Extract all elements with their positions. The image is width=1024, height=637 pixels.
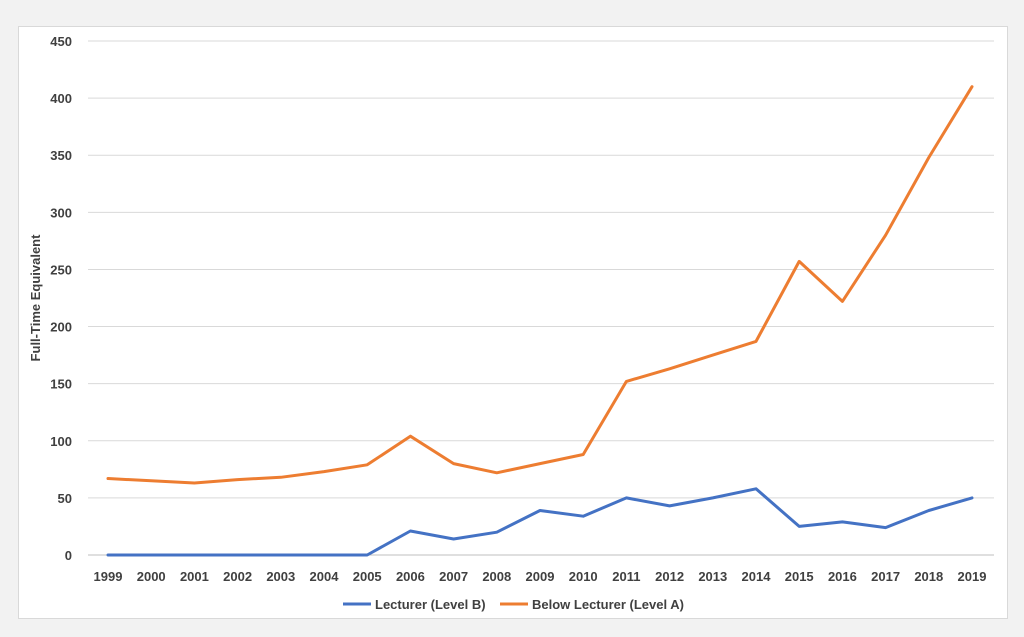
- x-tick-label: 2003: [266, 569, 295, 584]
- y-axis-title: Full-Time Equivalent: [28, 234, 43, 362]
- x-tick-label: 2013: [698, 569, 727, 584]
- legend-label: Lecturer (Level B): [375, 597, 486, 612]
- x-axis-ticks: 1999 2000 2001 2002 2003 2004 2005 2006 2007 2008…: [94, 569, 987, 584]
- x-tick-label: 2007: [439, 569, 468, 584]
- series-lines: [106, 85, 974, 557]
- gridlines: [88, 40, 994, 556]
- x-tick-label: 2011: [612, 569, 640, 584]
- y-tick-label: 350: [50, 148, 72, 163]
- x-tick-label: 2019: [958, 569, 987, 584]
- x-tick-label: 2012: [655, 569, 684, 584]
- x-tick-label: 2008: [482, 569, 511, 584]
- x-tick-label: 2005: [353, 569, 382, 584]
- y-tick-label: 50: [58, 491, 72, 506]
- x-tick-label: 2016: [828, 569, 857, 584]
- y-tick-label: 100: [50, 434, 72, 449]
- x-tick-label: 2006: [396, 569, 425, 584]
- y-tick-label: 200: [50, 320, 72, 335]
- x-tick-label: 1999: [94, 569, 123, 584]
- y-tick-label: 400: [50, 91, 72, 106]
- x-tick-label: 2004: [310, 569, 340, 584]
- series-line-lecturer-level-b: [106, 487, 974, 557]
- x-tick-label: 2018: [914, 569, 943, 584]
- x-tick-label: 2014: [742, 569, 772, 584]
- legend-label: Below Lecturer (Level A): [532, 597, 684, 612]
- y-axis-ticks: 0 50 100 150 200 250 300 350 400 450: [50, 34, 72, 563]
- y-tick-label: 300: [50, 205, 72, 220]
- y-tick-label: 150: [50, 377, 72, 392]
- y-tick-label: 450: [50, 34, 72, 49]
- x-tick-label: 2015: [785, 569, 814, 584]
- y-tick-label: 250: [50, 262, 72, 277]
- chart-frame: [18, 26, 1008, 619]
- x-tick-label: 2017: [871, 569, 900, 584]
- x-tick-label: 2001: [180, 569, 209, 584]
- x-tick-label: 2010: [569, 569, 598, 584]
- y-tick-label: 0: [65, 548, 72, 563]
- x-tick-label: 2000: [137, 569, 166, 584]
- series-line-below-lecturer-level-a: [106, 85, 974, 485]
- x-tick-label: 2002: [223, 569, 252, 584]
- x-tick-label: 2009: [526, 569, 555, 584]
- legend: Lecturer (Level B) Below Lecturer (Level …: [343, 597, 684, 612]
